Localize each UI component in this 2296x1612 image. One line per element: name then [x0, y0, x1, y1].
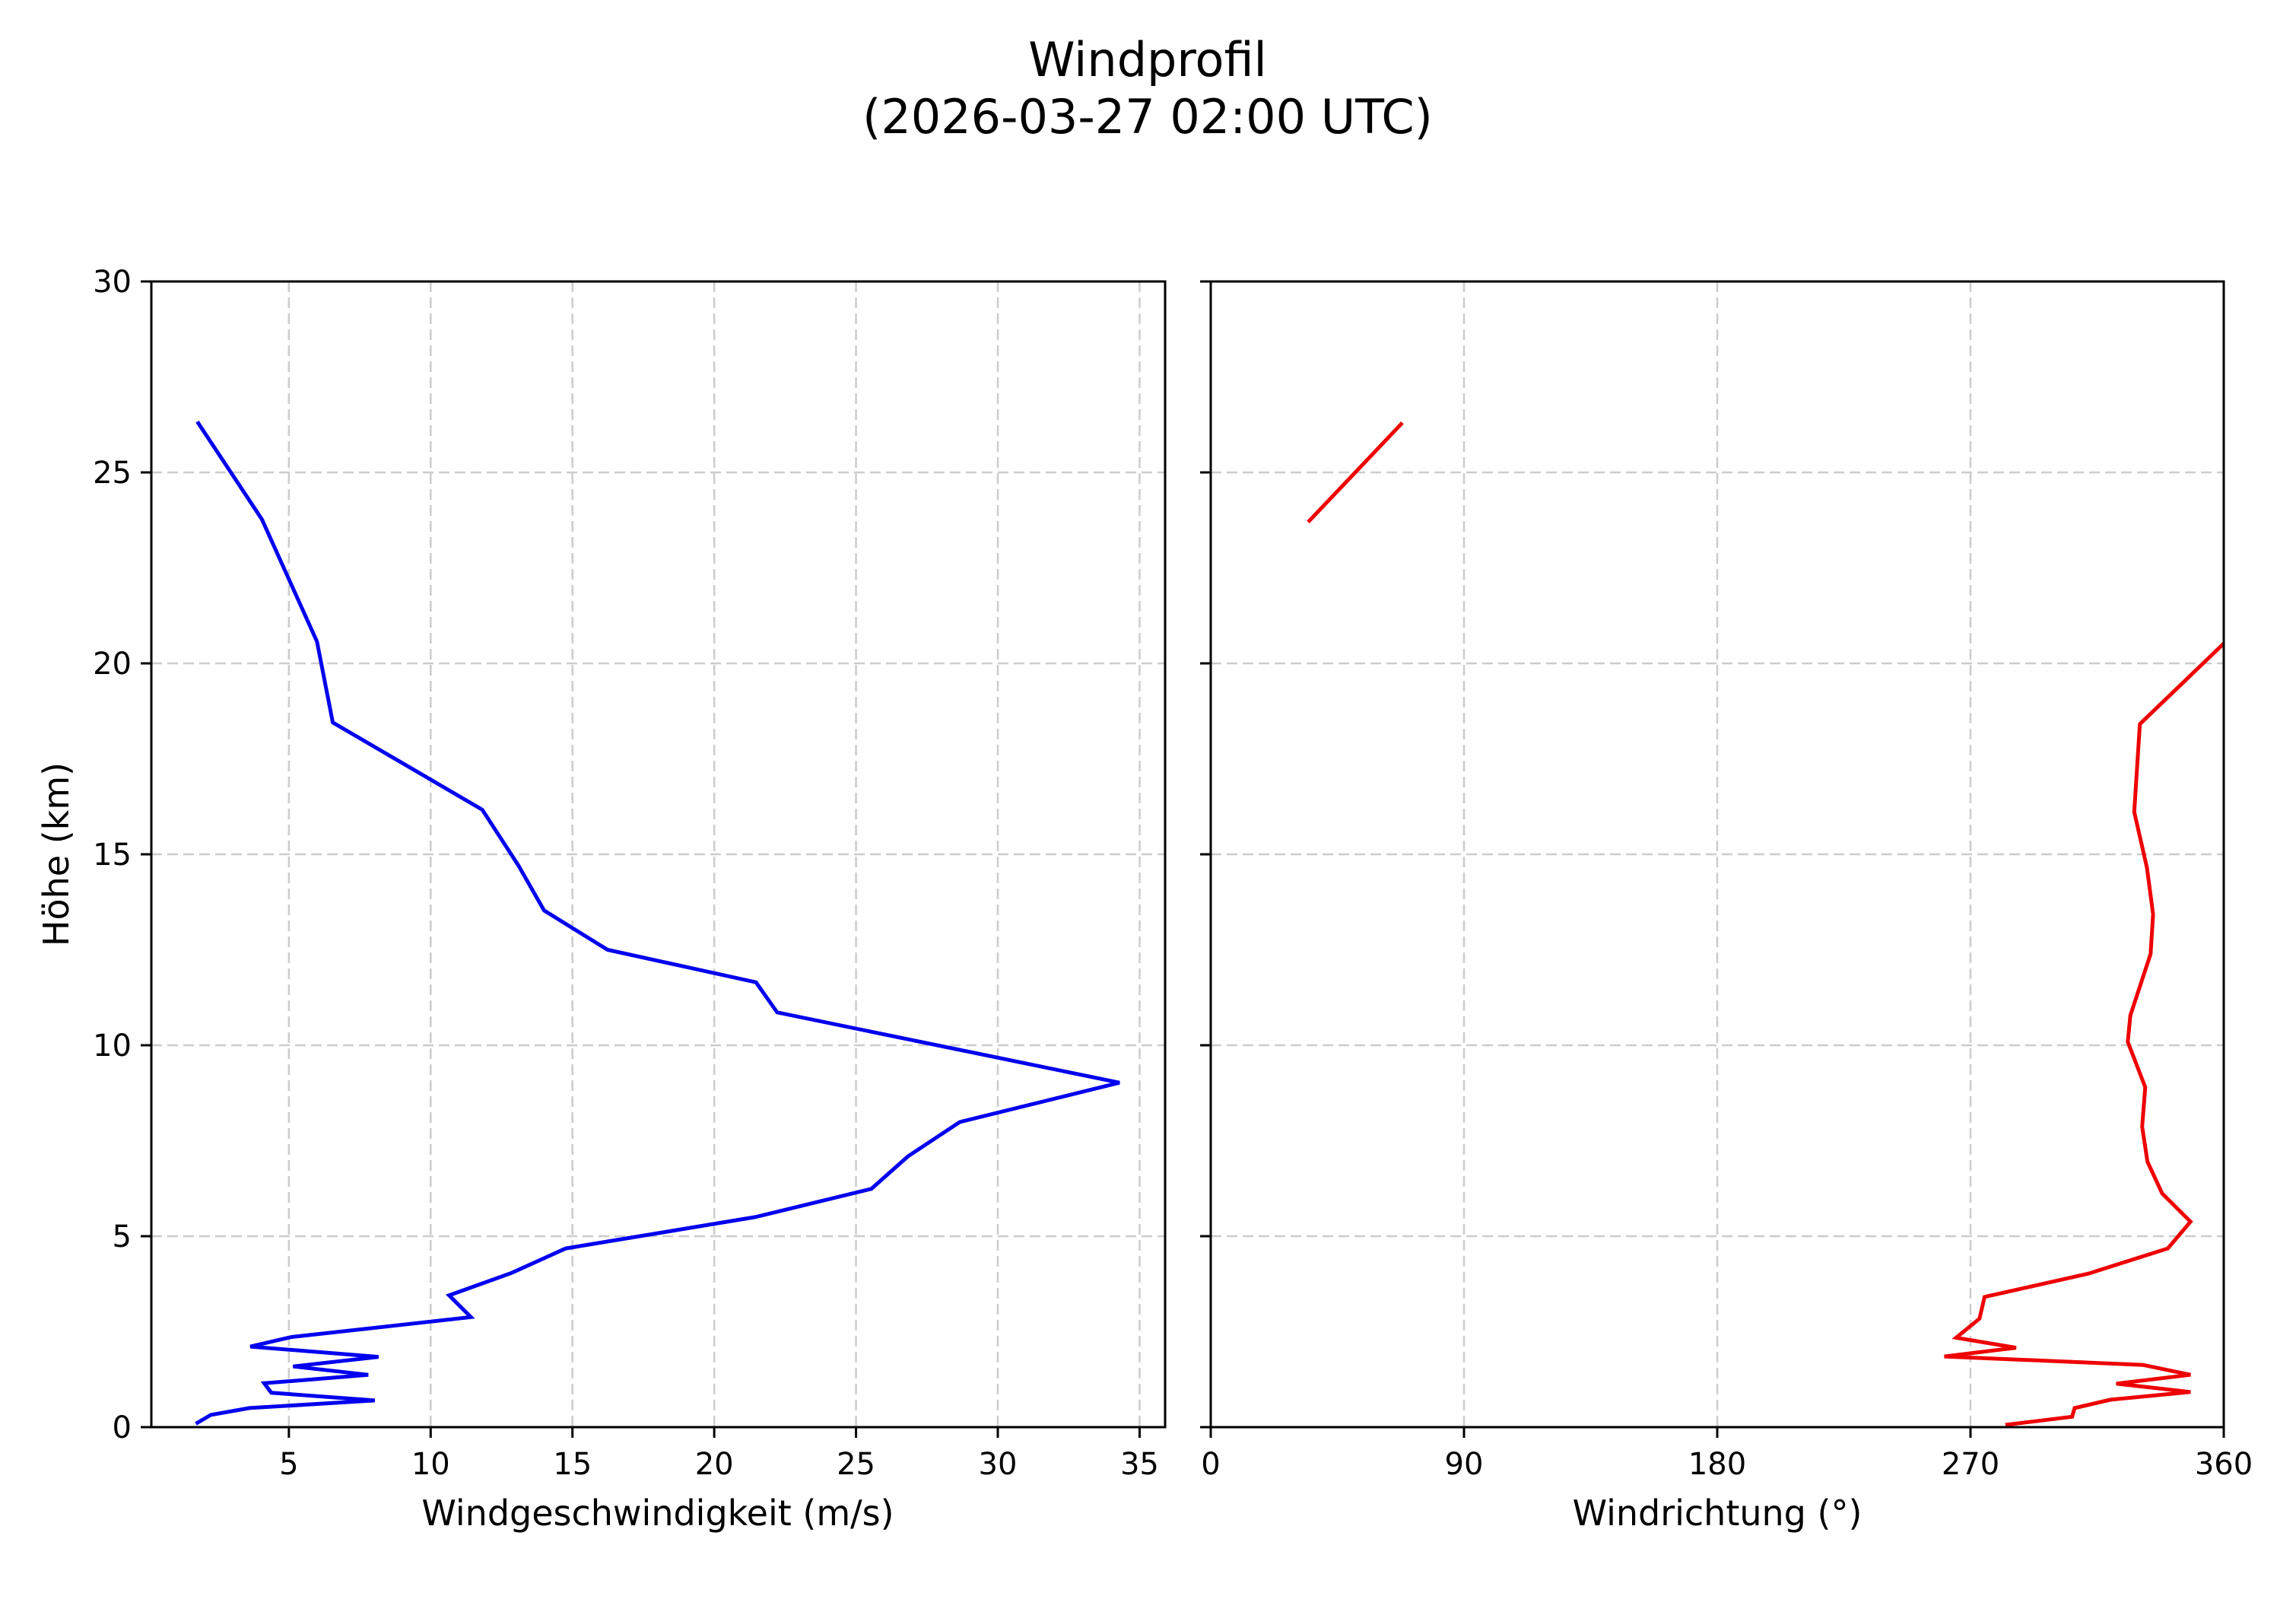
- y-tick-label: 15: [93, 838, 132, 873]
- wind-direction-line-wrapped: [1307, 421, 1404, 524]
- x-tick-label: 10: [411, 1447, 450, 1482]
- y-tick-label: 25: [93, 456, 132, 491]
- x-tick-label: 25: [837, 1447, 875, 1482]
- y-tick-label: 30: [93, 265, 132, 300]
- y-tick-label: 5: [113, 1219, 132, 1254]
- x-tick-label: 270: [1942, 1447, 1999, 1482]
- wind-speed-ticks: 5 10 15 20 25 30 35 0 5 10 15 20 25 30: [93, 265, 1159, 1482]
- wind-direction-ticks: 0 90 180 270 360: [1200, 280, 2253, 1482]
- x-tick-label: 0: [1201, 1447, 1220, 1482]
- wind-direction-xlabel: Windrichtung (°): [1573, 1493, 1863, 1534]
- wind-speed-grid: [151, 281, 1165, 1427]
- y-tick-label: 10: [93, 1029, 132, 1064]
- y-tick-label: 20: [93, 647, 132, 682]
- figure-subtitle: (2026-03-27 02:00 UTC): [862, 89, 1433, 145]
- wind-direction-line: [1944, 642, 2225, 1427]
- x-tick-label: 15: [553, 1447, 592, 1482]
- x-tick-label: 5: [279, 1447, 298, 1482]
- x-tick-label: 180: [1688, 1447, 1746, 1482]
- x-tick-label: 360: [2195, 1447, 2253, 1482]
- y-tick-label: 0: [113, 1410, 132, 1445]
- x-tick-label: 30: [979, 1447, 1018, 1482]
- figure-title: Windprofil: [1028, 32, 1267, 87]
- x-tick-label: 35: [1120, 1447, 1159, 1482]
- x-tick-label: 90: [1445, 1447, 1484, 1482]
- wind-speed-xlabel: Windgeschwindigkeit (m/s): [421, 1493, 894, 1534]
- height-ylabel: Höhe (km): [36, 762, 77, 946]
- wind-speed-line: [195, 420, 1120, 1426]
- wind-direction-axes: 0 90 180 270 360 Windrichtung (°): [1200, 280, 2253, 1534]
- wind-direction-grid: [1211, 281, 2224, 1427]
- x-tick-label: 20: [695, 1447, 734, 1482]
- wind-speed-axes: 5 10 15 20 25 30 35 0 5 10 15 20 25 30 Windgeschwindi…: [36, 265, 1167, 1534]
